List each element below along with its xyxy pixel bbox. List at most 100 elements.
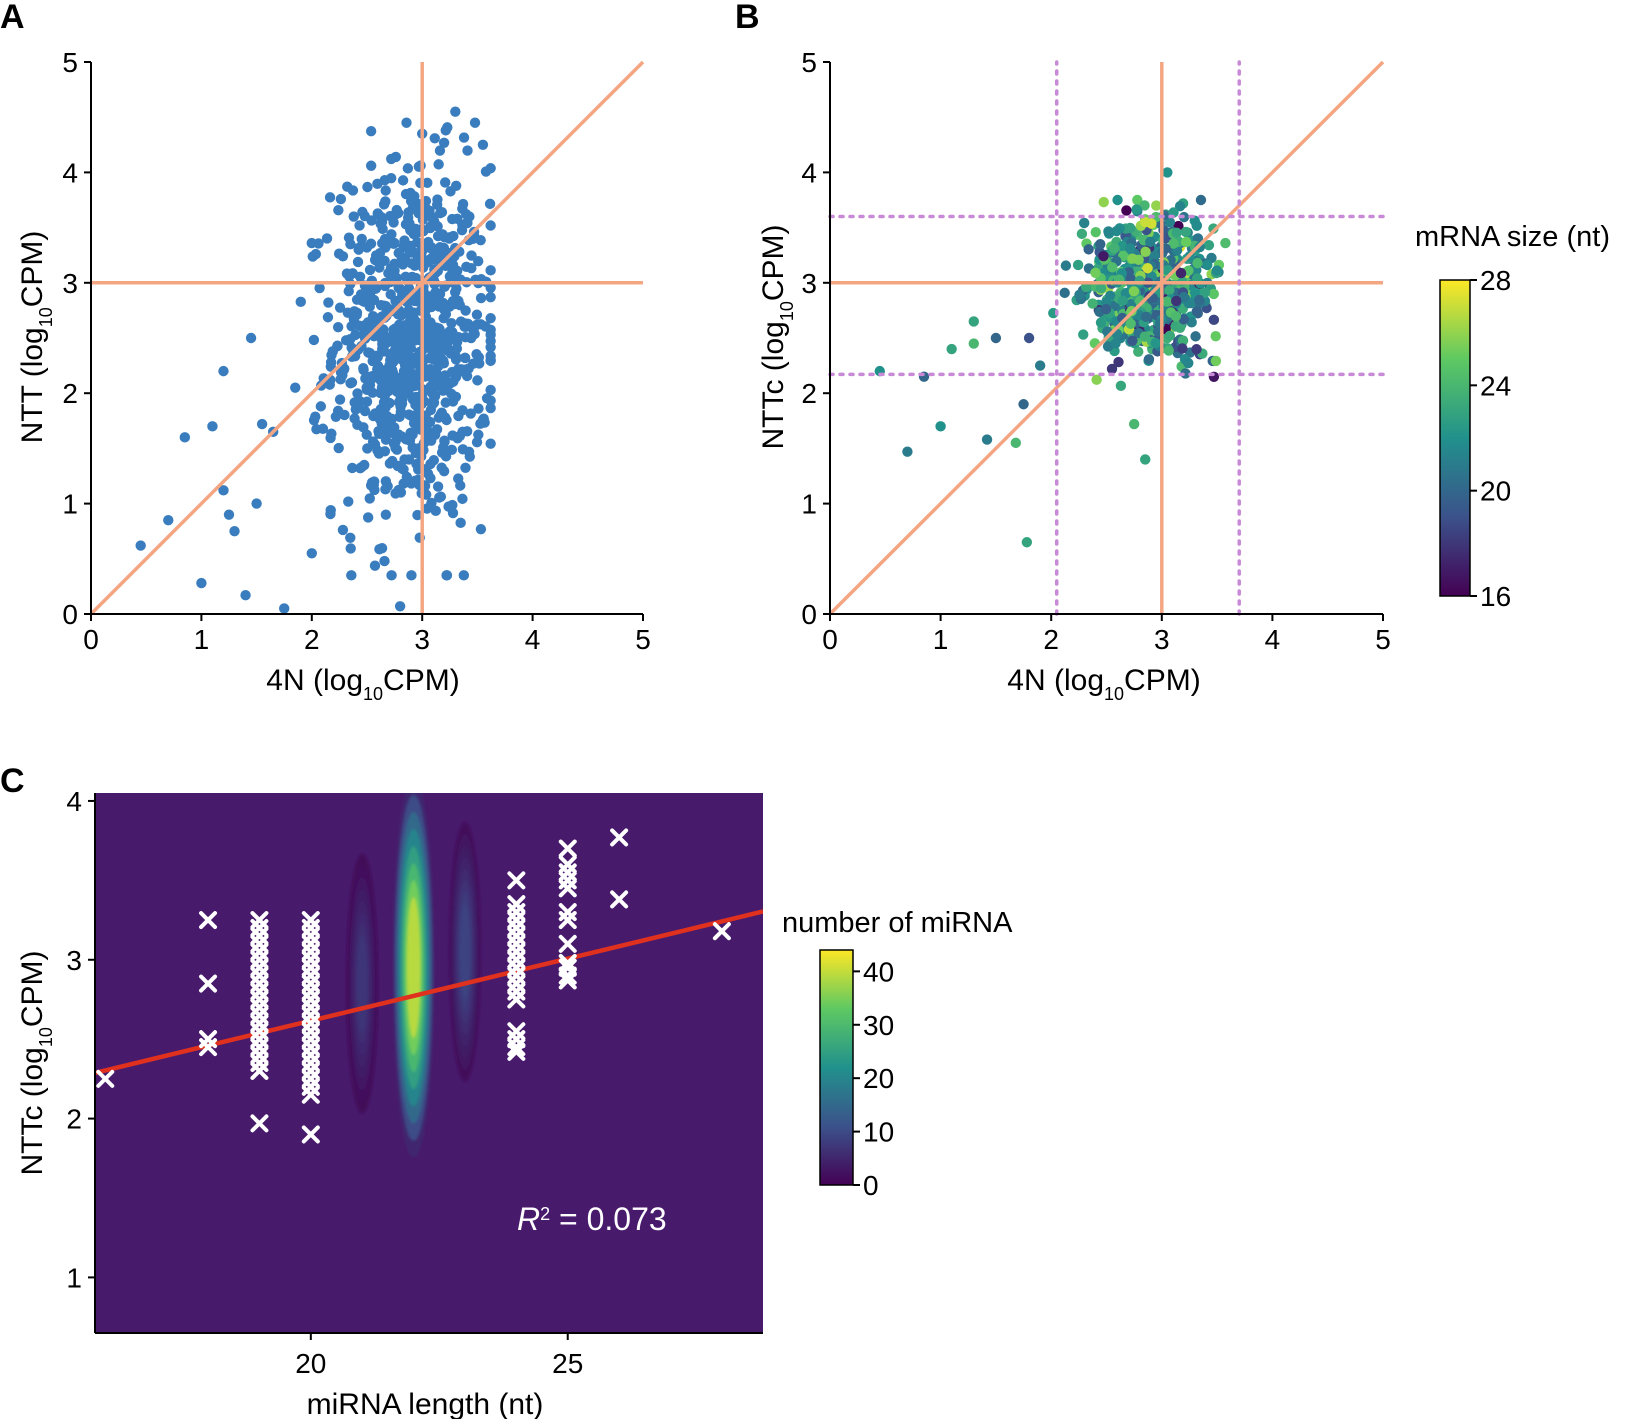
data-point xyxy=(415,177,426,189)
data-point xyxy=(1133,346,1144,357)
data-point xyxy=(334,394,346,405)
data-point xyxy=(610,890,629,909)
data-point xyxy=(1100,304,1112,315)
data-point xyxy=(1106,363,1118,375)
panel-c-r2-annotation: R2 = 0.073 xyxy=(517,1201,667,1237)
data-point xyxy=(558,971,577,990)
data-point xyxy=(1124,222,1136,234)
y-tick-label: 3 xyxy=(62,268,78,299)
data-point xyxy=(1202,259,1213,271)
data-point xyxy=(426,497,437,509)
data-point xyxy=(473,403,484,414)
data-point xyxy=(370,250,382,261)
data-point xyxy=(345,543,356,554)
data-point xyxy=(313,238,324,249)
data-point xyxy=(473,352,485,363)
data-point xyxy=(369,560,381,571)
data-point xyxy=(422,433,433,445)
data-point xyxy=(452,213,463,225)
data-point xyxy=(333,248,345,259)
data-point xyxy=(371,409,383,420)
data-point xyxy=(1091,374,1102,385)
data-point xyxy=(362,181,373,193)
data-point xyxy=(379,255,390,267)
data-point xyxy=(362,512,374,523)
data-point xyxy=(435,491,447,502)
panel-b-x-label: 4N (log10CPM) xyxy=(1007,664,1200,704)
data-point xyxy=(507,1038,526,1057)
data-point xyxy=(445,345,457,357)
y-tick-label: 2 xyxy=(62,378,78,409)
data-point xyxy=(343,496,354,507)
data-point xyxy=(1183,357,1194,369)
data-point xyxy=(330,411,342,422)
data-point xyxy=(436,407,448,418)
data-point xyxy=(1098,196,1109,208)
data-point xyxy=(438,303,450,315)
data-point xyxy=(475,292,487,304)
data-point xyxy=(485,329,496,341)
data-point xyxy=(1109,243,1120,254)
data-point xyxy=(445,186,456,197)
data-point xyxy=(438,358,450,369)
data-point xyxy=(421,323,433,334)
data-point xyxy=(458,132,470,143)
data-point xyxy=(1162,167,1173,178)
data-point xyxy=(350,329,361,341)
data-point xyxy=(418,480,430,491)
data-point xyxy=(472,375,483,386)
colorbar-tick-label: 20 xyxy=(863,1063,894,1094)
data-point xyxy=(199,974,218,993)
panel-c-colorbar xyxy=(819,949,854,1186)
data-point xyxy=(179,432,191,443)
data-point xyxy=(455,480,466,491)
data-point xyxy=(1180,236,1192,248)
data-point xyxy=(1127,253,1138,264)
data-point xyxy=(1125,243,1136,254)
data-point xyxy=(1140,246,1151,258)
data-point xyxy=(334,302,346,313)
data-point xyxy=(406,478,417,489)
density-contour xyxy=(406,897,421,1039)
data-point xyxy=(366,370,378,382)
y-tick-label: 2 xyxy=(801,378,817,409)
data-point xyxy=(323,297,334,308)
data-point xyxy=(335,193,347,205)
data-point xyxy=(390,339,401,350)
data-point xyxy=(1059,287,1070,299)
data-point xyxy=(1164,216,1176,228)
data-point xyxy=(1060,260,1072,271)
data-point xyxy=(361,396,373,407)
data-point xyxy=(1110,338,1121,349)
data-point xyxy=(469,328,480,340)
data-point xyxy=(466,262,477,274)
data-point xyxy=(390,442,401,454)
data-point xyxy=(558,911,577,930)
data-point xyxy=(1163,345,1174,356)
panel-b-colorbar-ticks: 16 20 24 28 xyxy=(1470,265,1511,612)
data-point xyxy=(428,215,440,227)
data-point xyxy=(558,934,577,953)
data-point xyxy=(1161,296,1173,307)
data-point xyxy=(1208,314,1220,326)
data-point xyxy=(308,334,320,346)
data-point xyxy=(1090,267,1101,279)
colorbar-tick-label: 0 xyxy=(863,1170,879,1201)
data-point xyxy=(347,462,358,474)
data-point xyxy=(447,507,459,519)
panel-a-x-label: 4N (log10CPM) xyxy=(266,664,459,704)
y-tick-label: 4 xyxy=(801,157,817,188)
colorbar-tick-label: 28 xyxy=(1480,265,1511,296)
data-point xyxy=(440,451,452,462)
data-point xyxy=(395,401,406,412)
data-point xyxy=(325,508,336,520)
data-point xyxy=(431,424,443,435)
data-point xyxy=(460,320,471,332)
data-point xyxy=(324,192,336,203)
data-point xyxy=(477,139,489,150)
data-point xyxy=(485,342,496,353)
panel-a-y-label: NTT (log10CPM) xyxy=(16,231,56,444)
data-point xyxy=(1117,295,1128,307)
data-point xyxy=(380,185,391,196)
data-point xyxy=(365,238,377,249)
